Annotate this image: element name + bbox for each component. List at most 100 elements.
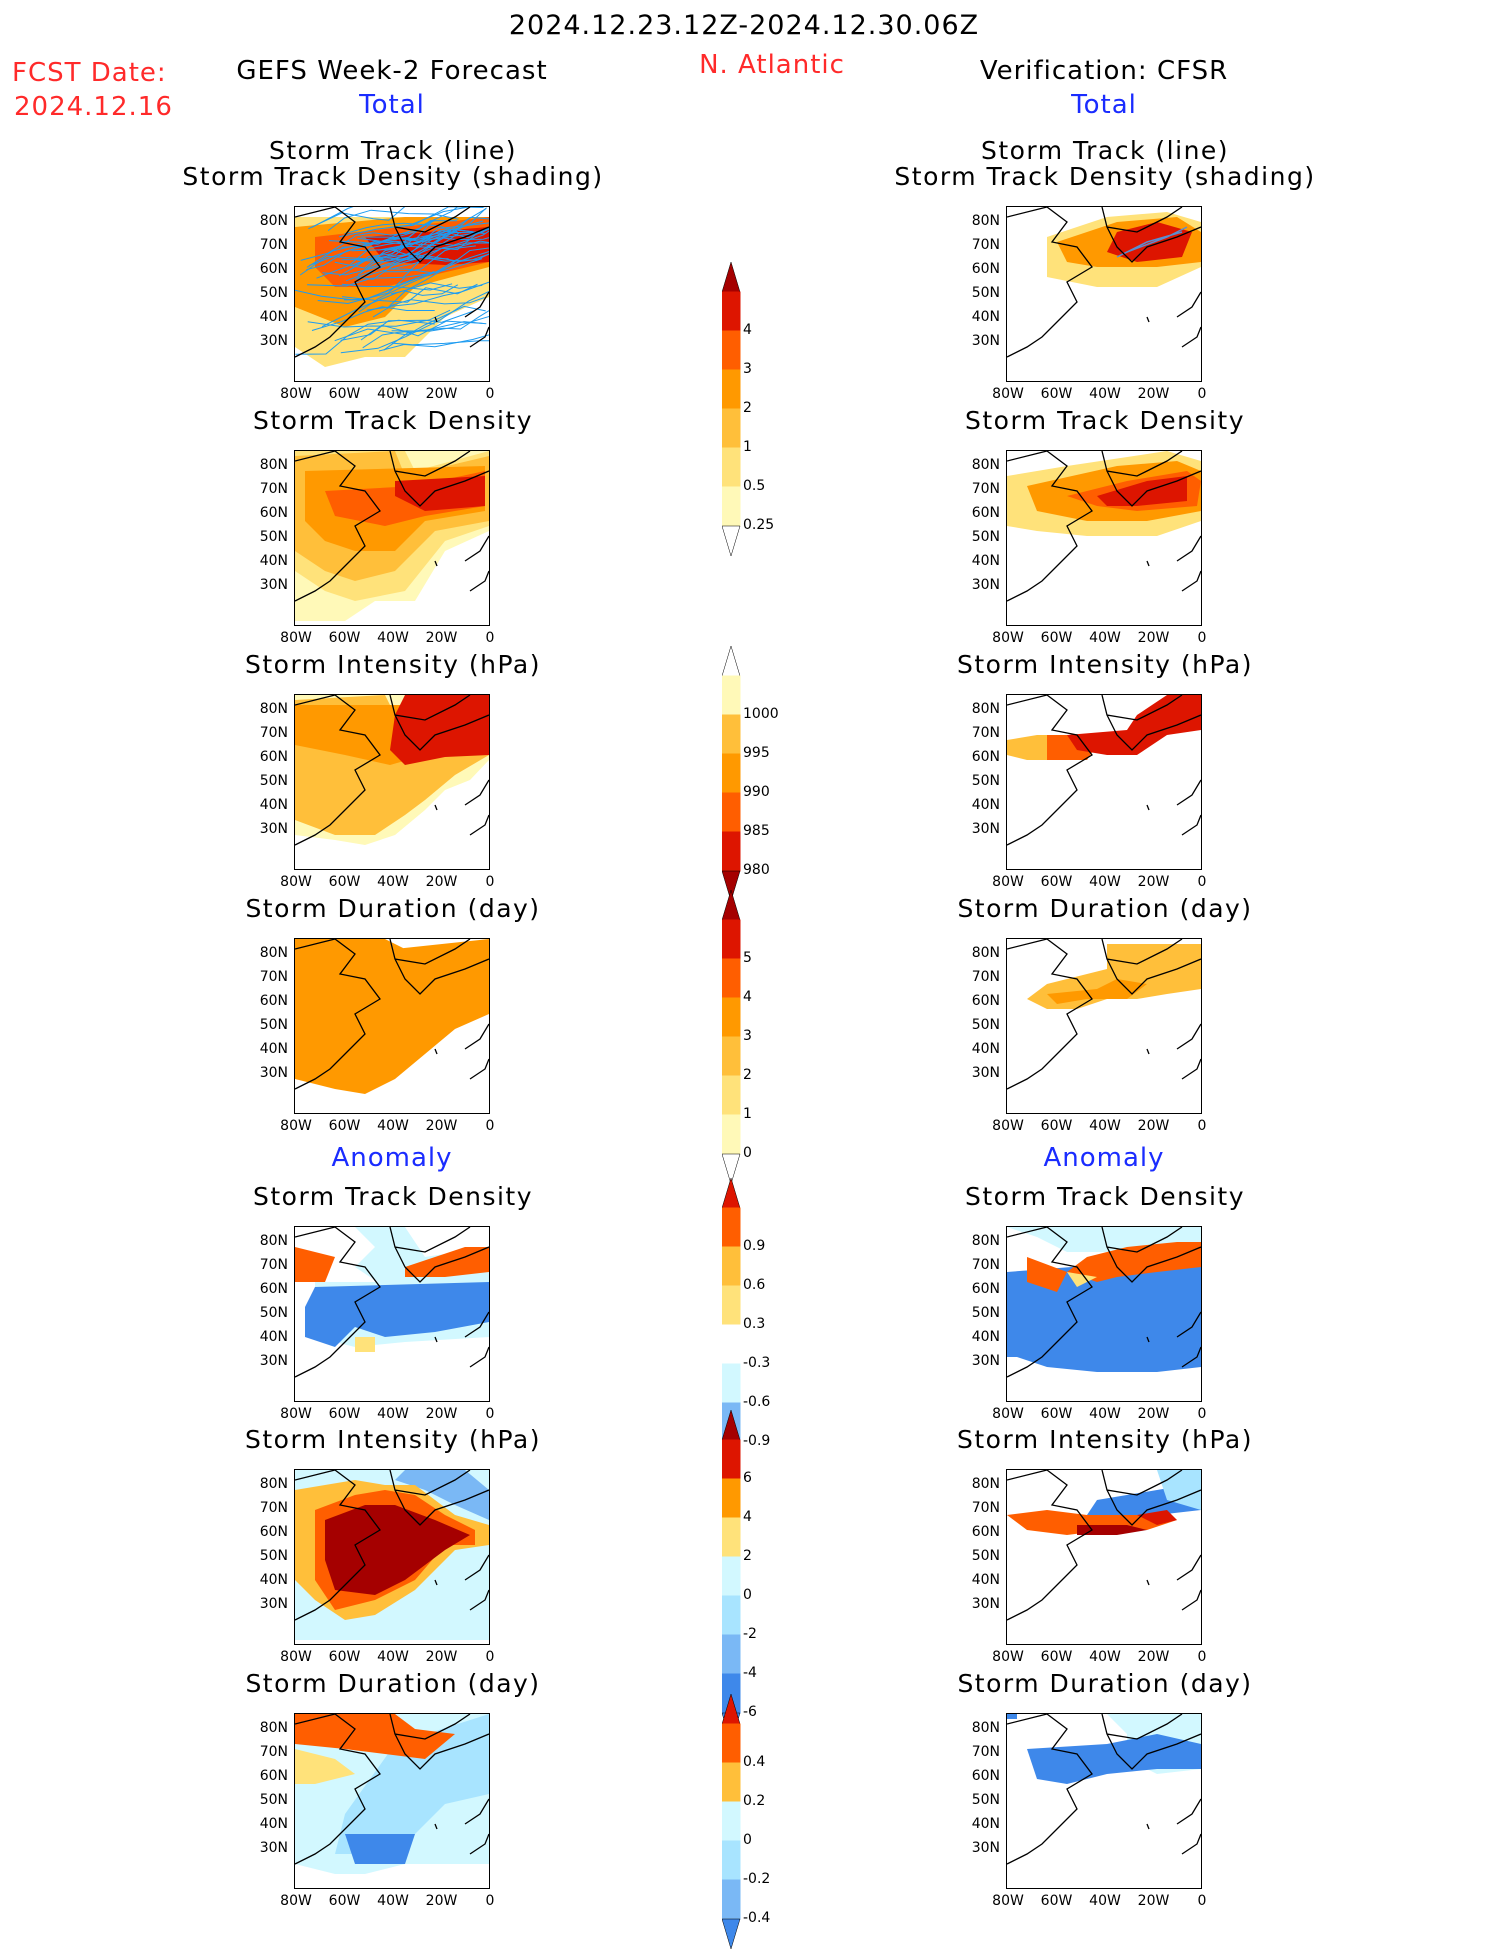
- panel-0-verification-lon-label: 60W: [1040, 386, 1073, 402]
- panel-0-forecast-lon-label: 0: [485, 386, 495, 402]
- panel-1-verification-lat-label: 70N: [971, 481, 1000, 497]
- panel-2-verification-lat-label: 70N: [971, 725, 1000, 741]
- panel-3-verification-lat-label: 70N: [971, 969, 1000, 985]
- panel-0-forecast-lat-label: 80N: [259, 213, 288, 229]
- panel-4-verification-title: Storm Track Density: [964, 1182, 1246, 1211]
- panel-1-verification-lon-label: 80W: [992, 630, 1024, 646]
- panel-2-verification-map: [1006, 694, 1202, 870]
- panel-6-forecast-map: [294, 1713, 490, 1889]
- panel-6-forecast-lat-label: 70N: [259, 1744, 288, 1760]
- panel-0-verification-lon-label: 80W: [992, 386, 1024, 402]
- panel-1-verification-lat-label: 60N: [971, 505, 1000, 521]
- panel-4-forecast-lat-label: 70N: [259, 1257, 288, 1273]
- panel-3-verification-lat-label: 60N: [971, 993, 1000, 1009]
- colorbar-density-label: 2: [743, 400, 752, 416]
- panel-3-forecast-lat-label: 70N: [259, 969, 288, 985]
- panel-1-verification-title: Storm Track Density: [964, 406, 1246, 435]
- colorbar-density-label: 4: [743, 322, 752, 338]
- panel-6-verification-lon-label: 20W: [1137, 1893, 1170, 1909]
- panel-3-forecast-title: Storm Duration (day): [245, 894, 541, 923]
- colorbar-density: [721, 261, 744, 560]
- panel-6-verification-lat-label: 80N: [971, 1720, 1000, 1736]
- panel-2-forecast-lat-label: 60N: [259, 749, 288, 765]
- panel-4-verification-lat-label: 30N: [971, 1353, 1000, 1369]
- panel-4-verification-lon-label: 60W: [1040, 1406, 1073, 1422]
- panel-1-forecast-lon-label: 60W: [328, 630, 361, 646]
- panel-1-forecast-lat-label: 40N: [259, 553, 288, 569]
- panel-5-forecast-lat-label: 70N: [259, 1500, 288, 1516]
- panel-0-forecast-lon-label: 80W: [280, 386, 312, 402]
- section-anomaly-right: Anomaly: [1043, 1143, 1165, 1173]
- panel-2-forecast-lat-label: 30N: [259, 821, 288, 837]
- panel-5-verification-lon-label: 80W: [992, 1649, 1024, 1665]
- panel-0-verification-lon-label: 20W: [1137, 386, 1170, 402]
- panel-4-forecast-lon-label: 40W: [377, 1406, 409, 1422]
- panel-5-forecast-lon-label: 80W: [280, 1649, 312, 1665]
- panel-1-forecast-lon-label: 20W: [425, 630, 458, 646]
- colorbar-anom-duration-label: -0.4: [743, 1910, 771, 1926]
- colorbar-intensity-label: 995: [743, 745, 770, 761]
- panel-1-verification-lat-label: 80N: [971, 457, 1000, 473]
- colorbar-anom-intensity-label: -4: [743, 1665, 757, 1681]
- panel-0-forecast-lon-label: 40W: [377, 386, 409, 402]
- panel-2-forecast-lon-label: 0: [485, 874, 495, 890]
- panel-3-forecast-lon-label: 20W: [425, 1118, 458, 1134]
- panel-1-verification-lon-label: 60W: [1040, 630, 1073, 646]
- panel-5-verification-lon-label: 60W: [1040, 1649, 1073, 1665]
- colorbar-density-label: 3: [743, 361, 752, 377]
- panel-2-forecast-lat-label: 80N: [259, 701, 288, 717]
- panel-0-verification-lat-label: 70N: [971, 237, 1000, 253]
- panel-5-forecast-lat-label: 60N: [259, 1524, 288, 1540]
- panel-5-forecast-lon-label: 20W: [425, 1649, 458, 1665]
- panel-4-forecast-lat-label: 60N: [259, 1281, 288, 1297]
- panel-0-verification-subtitle: Storm Track Density (shading): [894, 162, 1316, 191]
- panel-0-forecast-lat-label: 50N: [259, 285, 288, 301]
- panel-2-forecast-title: Storm Intensity (hPa): [245, 650, 541, 679]
- panel-2-forecast-map: [294, 694, 490, 870]
- colorbar-anom-duration: [721, 1693, 744, 1953]
- panel-1-forecast-lon-label: 0: [485, 630, 495, 646]
- panel-1-verification-lat-label: 30N: [971, 577, 1000, 593]
- panel-1-verification-lon-label: 40W: [1089, 630, 1121, 646]
- panel-6-forecast-lat-label: 40N: [259, 1816, 288, 1832]
- panel-1-forecast-map: [294, 450, 490, 626]
- panel-0-forecast-lon-label: 20W: [425, 386, 458, 402]
- panel-0-verification-lat-label: 30N: [971, 333, 1000, 349]
- panel-6-verification-lat-label: 60N: [971, 1768, 1000, 1784]
- panel-0-forecast-map: [294, 206, 490, 382]
- panel-0-forecast-lat-label: 60N: [259, 261, 288, 277]
- colorbar-anom-intensity-label: 4: [743, 1509, 752, 1525]
- right-column-title: Verification: CFSR: [979, 56, 1229, 86]
- panel-1-verification-lon-label: 0: [1197, 630, 1207, 646]
- panel-5-verification-lat-label: 50N: [971, 1548, 1000, 1564]
- panel-2-forecast-lon-label: 20W: [425, 874, 458, 890]
- panel-0-forecast-lat-label: 30N: [259, 333, 288, 349]
- panel-2-verification-lat-label: 40N: [971, 797, 1000, 813]
- panel-5-verification-map: [1006, 1469, 1202, 1645]
- panel-2-forecast-lon-label: 60W: [328, 874, 361, 890]
- panel-6-forecast-lon-label: 0: [485, 1893, 495, 1909]
- panel-2-forecast-lat-label: 50N: [259, 773, 288, 789]
- fcst-date-value: 2024.12.16: [14, 92, 173, 122]
- panel-0-verification-lon-label: 40W: [1089, 386, 1121, 402]
- panel-5-forecast-lat-label: 40N: [259, 1572, 288, 1588]
- panel-1-verification-lon-label: 20W: [1137, 630, 1170, 646]
- panel-0-verification-map: [1006, 206, 1202, 382]
- panel-4-verification-lon-label: 80W: [992, 1406, 1024, 1422]
- colorbar-anom-density-label: -0.3: [743, 1355, 771, 1371]
- colorbar-anom-density-label: -0.6: [743, 1394, 771, 1410]
- colorbar-duration-label: 3: [743, 1028, 752, 1044]
- panel-5-forecast-lon-label: 60W: [328, 1649, 361, 1665]
- panel-4-forecast-lon-label: 20W: [425, 1406, 458, 1422]
- panel-3-forecast-lon-label: 40W: [377, 1118, 409, 1134]
- panel-6-forecast-lon-label: 60W: [328, 1893, 361, 1909]
- panel-4-verification-lon-label: 20W: [1137, 1406, 1170, 1422]
- panel-2-forecast-lat-label: 70N: [259, 725, 288, 741]
- colorbar-anom-density-label: 0.6: [743, 1277, 766, 1293]
- panel-6-verification-title: Storm Duration (day): [957, 1669, 1253, 1698]
- colorbar-anom-intensity-label: -2: [743, 1626, 757, 1642]
- panel-6-forecast-lon-label: 40W: [377, 1893, 409, 1909]
- colorbar-density-label: 1: [743, 439, 752, 455]
- fcst-date-label: FCST Date:: [12, 58, 167, 88]
- panel-6-verification-lat-label: 50N: [971, 1792, 1000, 1808]
